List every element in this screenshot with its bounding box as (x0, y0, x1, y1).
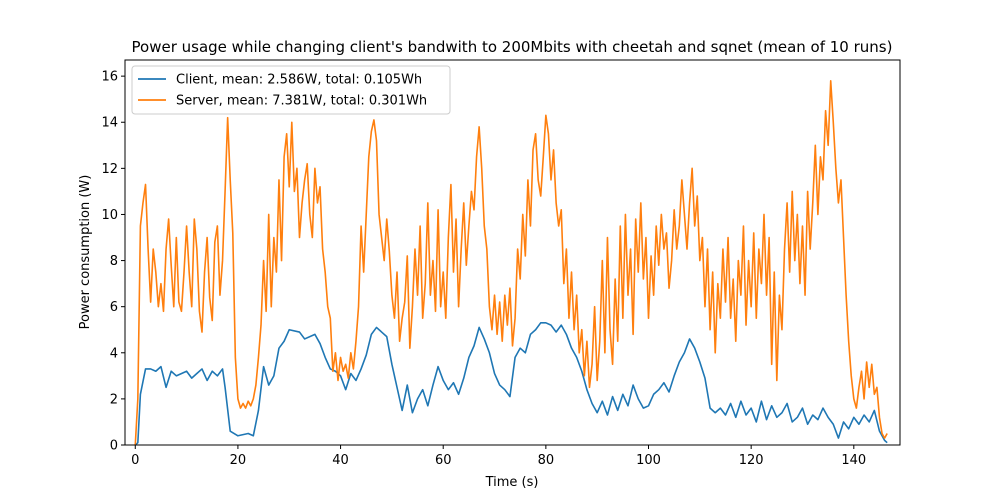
x-tick-label: 120 (739, 453, 764, 468)
y-axis: 0 2 4 6 8 10 12 14 16 (101, 70, 125, 454)
x-axis-label: Time (s) (485, 475, 539, 490)
x-tick-label: 0 (131, 453, 139, 468)
y-tick-label: 8 (110, 254, 118, 269)
x-tick-label: 80 (538, 453, 555, 468)
legend: Client, mean: 2.586W, total: 0.105Wh Serv… (131, 65, 451, 115)
y-axis-label: Power consumption (W) (78, 175, 93, 330)
series-line-client (134, 322, 888, 445)
legend-label: Client, mean: 2.586W, total: 0.105Wh (176, 73, 422, 88)
y-tick-label: 6 (110, 300, 118, 315)
y-tick-label: 0 (110, 439, 118, 454)
legend-label: Server, mean: 7.381W, total: 0.301Wh (176, 94, 427, 109)
y-tick-label: 4 (110, 346, 118, 361)
x-tick-label: 140 (841, 453, 866, 468)
plot-frame (124, 59, 901, 446)
y-tick-label: 12 (101, 162, 118, 177)
x-axis: 0 20 40 60 80 100 120 140 (131, 445, 866, 468)
y-tick-label: 16 (101, 70, 118, 85)
x-tick-label: 40 (332, 453, 349, 468)
y-tick-label: 10 (101, 208, 118, 223)
x-tick-label: 60 (435, 453, 452, 468)
x-tick-label: 100 (636, 453, 661, 468)
x-tick-label: 20 (230, 453, 247, 468)
y-tick-label: 2 (110, 392, 118, 407)
legend-box (131, 65, 451, 115)
series-line-server (134, 79, 888, 445)
chart-title: Power usage while changing client's band… (132, 38, 893, 56)
y-tick-label: 14 (101, 116, 118, 131)
plot-area (124, 59, 901, 446)
